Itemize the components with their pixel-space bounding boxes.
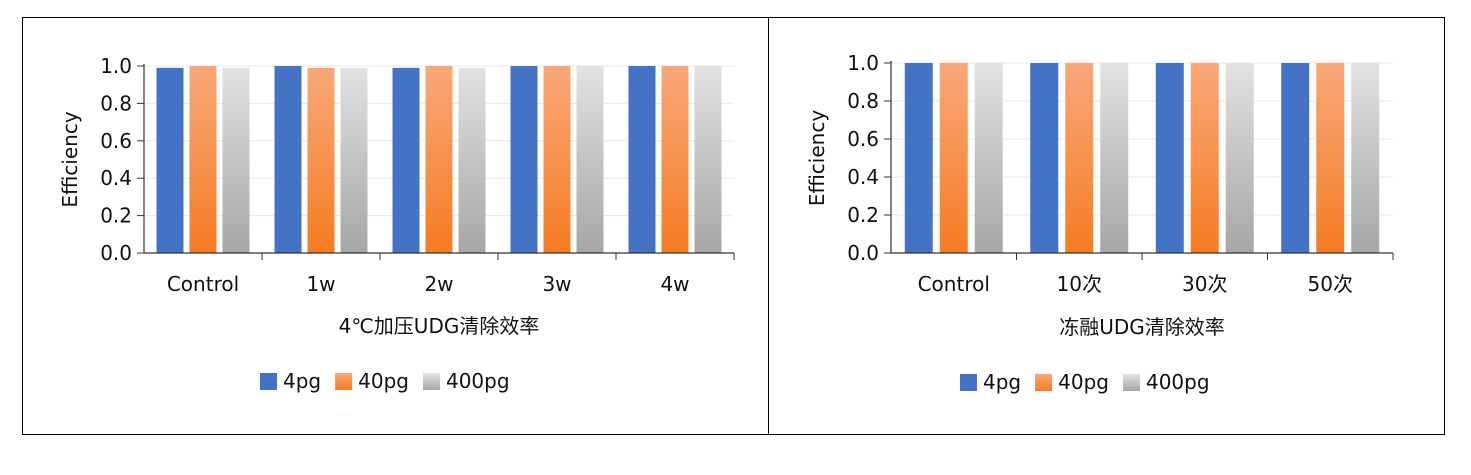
y-tick-label: 1.0 (847, 51, 879, 75)
bar-400pg-2 (1225, 63, 1254, 253)
chart-udg-freeze-thaw: 0.0 0.2 0.4 0.6 0.8 1.0 Control 10次 30次 50次 Effici… (805, 51, 1394, 394)
x-tick-label: 3w (542, 272, 571, 296)
legend-label-4pg: 4pg (983, 370, 1021, 394)
bar-40pg-0 (189, 66, 217, 253)
bar-4pg-3 (510, 66, 538, 253)
x-axis-title: 4℃加压UDG清除效率 (339, 314, 540, 338)
legend-swatch-400pg (1122, 374, 1140, 391)
bar-400pg-3 (1351, 63, 1380, 253)
x-axis-title: 冻融UDG清除效率 (1059, 315, 1225, 339)
bar-400pg-4 (694, 66, 722, 253)
y-axis-title: Efficiency (58, 111, 82, 208)
y-tick-label: 0.6 (847, 127, 879, 151)
bar-40pg-0 (939, 63, 968, 253)
bar-40pg-1 (1065, 63, 1094, 253)
x-tick-label: 1w (306, 272, 335, 296)
legend-label-40pg: 40pg (358, 369, 409, 393)
legend-label-400pg: 400pg (1146, 370, 1210, 394)
bar-40pg-3 (1316, 63, 1345, 253)
bar-400pg-3 (576, 66, 604, 253)
bar-400pg-1 (1100, 63, 1129, 253)
bar-40pg-2 (425, 66, 453, 253)
bar-4pg-4 (628, 66, 656, 253)
bar-40pg-2 (1190, 63, 1219, 253)
legend-label-40pg: 40pg (1058, 370, 1109, 394)
bar-4pg-0 (904, 63, 933, 253)
bar-4pg-1 (274, 66, 302, 253)
x-tick-label: Control (167, 272, 239, 296)
x-tick-label: 50次 (1308, 272, 1353, 296)
x-tick-label: Control (918, 272, 990, 296)
y-tick-label: 0.0 (847, 241, 879, 265)
legend-label-400pg: 400pg (446, 369, 510, 393)
legend-swatch-40pg (1035, 374, 1053, 391)
y-tick-label: 0.4 (100, 166, 132, 190)
y-tick-label: 0.8 (847, 89, 879, 113)
y-tick-label: 0.6 (100, 129, 132, 153)
bar-4pg-0 (156, 67, 184, 253)
y-tick-label: 1.0 (100, 54, 132, 78)
chart-udg-4c: 0.0 0.2 0.4 0.6 0.8 1.0 Control 1w 2w 3w 4w Efficie… (58, 54, 735, 393)
bar-4pg-2 (392, 67, 420, 253)
bar-4pg-2 (1155, 63, 1184, 253)
legend-swatch-4pg (960, 374, 977, 391)
bar-4pg-3 (1281, 63, 1310, 253)
y-tick-label: 0.2 (847, 203, 879, 227)
y-tick-label: 0.4 (847, 165, 879, 189)
legend-swatch-40pg (335, 373, 353, 390)
x-tick-label: 30次 (1182, 272, 1227, 296)
bar-400pg-0 (222, 67, 250, 253)
legend-swatch-400pg (422, 373, 440, 390)
bar-400pg-0 (974, 63, 1003, 253)
bar-40pg-4 (661, 66, 689, 253)
x-tick-label: 2w (424, 272, 453, 296)
legend-label-4pg: 4pg (283, 369, 321, 393)
bar-40pg-1 (307, 67, 335, 253)
chart-panel-udg-4c: 0.0 0.2 0.4 0.6 0.8 1.0 Control 1w 2w 3w 4w Efficie… (22, 17, 769, 435)
y-axis-title: Efficiency (805, 110, 829, 207)
bar-4pg-1 (1030, 63, 1059, 253)
bar-400pg-2 (458, 67, 486, 253)
y-tick-label: 0.2 (100, 204, 132, 228)
legend-swatch-4pg (260, 373, 277, 390)
bar-40pg-3 (543, 66, 571, 253)
x-tick-label: 4w (660, 272, 689, 296)
bar-400pg-1 (340, 67, 368, 253)
y-tick-label: 0.8 (100, 91, 132, 115)
chart-panel-udg-freeze-thaw: 0.0 0.2 0.4 0.6 0.8 1.0 Control 10次 30次 50次 Effici… (768, 17, 1445, 435)
x-tick-label: 10次 (1057, 272, 1102, 296)
y-tick-label: 0.0 (100, 241, 132, 265)
